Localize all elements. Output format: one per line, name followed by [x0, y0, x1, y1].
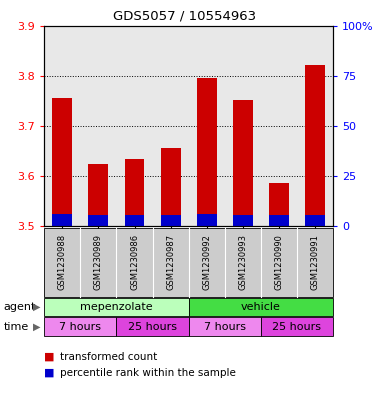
Bar [305, 215, 325, 226]
Bar [89, 164, 108, 226]
Text: GSM1230989: GSM1230989 [94, 234, 103, 290]
Text: GSM1230991: GSM1230991 [310, 234, 320, 290]
Bar [233, 100, 253, 226]
Text: GSM1230990: GSM1230990 [275, 234, 283, 290]
Text: ■: ■ [44, 367, 55, 378]
Bar [269, 184, 289, 226]
Bar [197, 78, 217, 226]
Text: 25 hours: 25 hours [273, 321, 321, 332]
Bar [52, 214, 72, 226]
Bar [161, 148, 181, 226]
Text: ▶: ▶ [33, 302, 41, 312]
Text: 25 hours: 25 hours [128, 321, 177, 332]
Bar [125, 159, 144, 226]
Bar [161, 215, 181, 226]
Text: 7 hours: 7 hours [59, 321, 101, 332]
Text: transformed count: transformed count [60, 352, 157, 362]
Bar [233, 215, 253, 226]
Bar [305, 64, 325, 226]
Text: GDS5057 / 10554963: GDS5057 / 10554963 [113, 10, 256, 23]
Bar [52, 98, 72, 226]
Text: agent: agent [4, 302, 36, 312]
Bar [89, 215, 108, 226]
Bar [197, 215, 217, 226]
Text: GSM1230988: GSM1230988 [58, 234, 67, 290]
Text: GSM1230993: GSM1230993 [238, 234, 247, 290]
Text: percentile rank within the sample: percentile rank within the sample [60, 367, 236, 378]
Bar [125, 215, 144, 226]
Text: ■: ■ [44, 352, 55, 362]
Text: GSM1230987: GSM1230987 [166, 234, 175, 290]
Text: GSM1230992: GSM1230992 [202, 234, 211, 290]
Text: GSM1230986: GSM1230986 [130, 234, 139, 290]
Text: 7 hours: 7 hours [204, 321, 246, 332]
Text: ▶: ▶ [33, 321, 41, 332]
Text: time: time [4, 321, 29, 332]
Bar [269, 215, 289, 226]
Text: mepenzolate: mepenzolate [80, 302, 153, 312]
Text: vehicle: vehicle [241, 302, 281, 312]
